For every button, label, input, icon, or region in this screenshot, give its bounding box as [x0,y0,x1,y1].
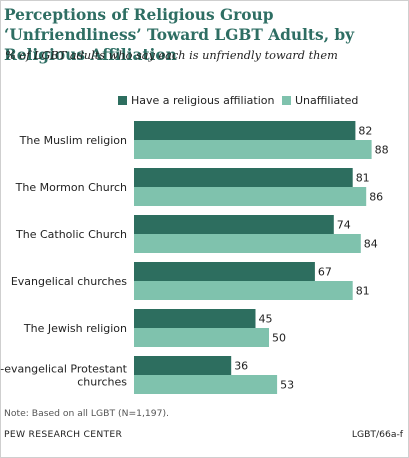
chart-note: Note: Based on all LGBT (N=1,197). [4,408,169,419]
category-label-catholic: The Catholic Church [15,228,127,241]
category-label-line: The Catholic Church [15,228,127,241]
category-label-line: Non-evangelical Protestant [0,363,128,376]
data-label-unaffiliated-non-evangelical: 53 [280,379,294,392]
bar-affiliated-muslim [134,121,356,140]
data-label-affiliated-jewish: 45 [259,313,273,326]
bar-unaffiliated-catholic [134,234,361,253]
data-label-affiliated-catholic: 74 [337,219,351,232]
bar-affiliated-non-evangelical [134,356,232,375]
category-label-line: The Jewish religion [23,322,127,335]
data-label-affiliated-mormon: 81 [356,172,370,185]
data-label-affiliated-evangelical: 67 [318,266,332,279]
bar-affiliated-mormon [134,168,353,187]
bar-affiliated-evangelical [134,262,315,281]
legend-item-affiliated: Have a religious affiliation [118,94,274,107]
data-label-affiliated-muslim: 82 [358,125,372,138]
category-label-line: The Mormon Church [15,181,127,194]
bar-unaffiliated-non-evangelical [134,375,278,394]
category-label-mormon: The Mormon Church [15,181,127,194]
bar-unaffiliated-mormon [134,187,367,206]
category-label-jewish: The Jewish religion [23,322,127,335]
legend: Have a religious affiliation Unaffiliate… [0,94,409,108]
data-label-unaffiliated-catholic: 84 [364,238,378,251]
bar-unaffiliated-evangelical [134,281,353,300]
legend-swatch-unaffiliated [282,96,291,105]
legend-label-unaffiliated: Unaffiliated [295,94,359,107]
legend-swatch-affiliated [118,96,127,105]
category-label-line: Evangelical churches [11,275,127,288]
category-label-line: The Muslim religion [19,134,127,147]
data-label-unaffiliated-evangelical: 81 [356,285,370,298]
chart-title: Perceptions of Religious Group ‘Unfriend… [4,6,355,64]
bar-affiliated-jewish [134,309,256,328]
legend-label-affiliated: Have a religious affiliation [131,94,275,107]
chart-source: PEW RESEARCH CENTER [4,429,123,440]
legend-item-unaffiliated: Unaffiliated [282,94,358,107]
category-label-line: churches [77,376,127,389]
data-label-unaffiliated-muslim: 88 [375,144,389,157]
bar-unaffiliated-jewish [134,328,269,347]
category-label-evangelical: Evangelical churches [11,275,127,288]
category-label-muslim: The Muslim religion [19,134,127,147]
chart-code: LGBT/66a-f [351,429,403,440]
data-label-unaffiliated-jewish: 50 [272,332,286,345]
bar-unaffiliated-muslim [134,140,372,159]
chart-subtitle: % of LGBT adults who say each is unfrien… [5,49,338,62]
data-label-affiliated-non-evangelical: 36 [234,360,248,373]
bar-affiliated-catholic [134,215,334,234]
data-label-unaffiliated-mormon: 86 [369,191,383,204]
